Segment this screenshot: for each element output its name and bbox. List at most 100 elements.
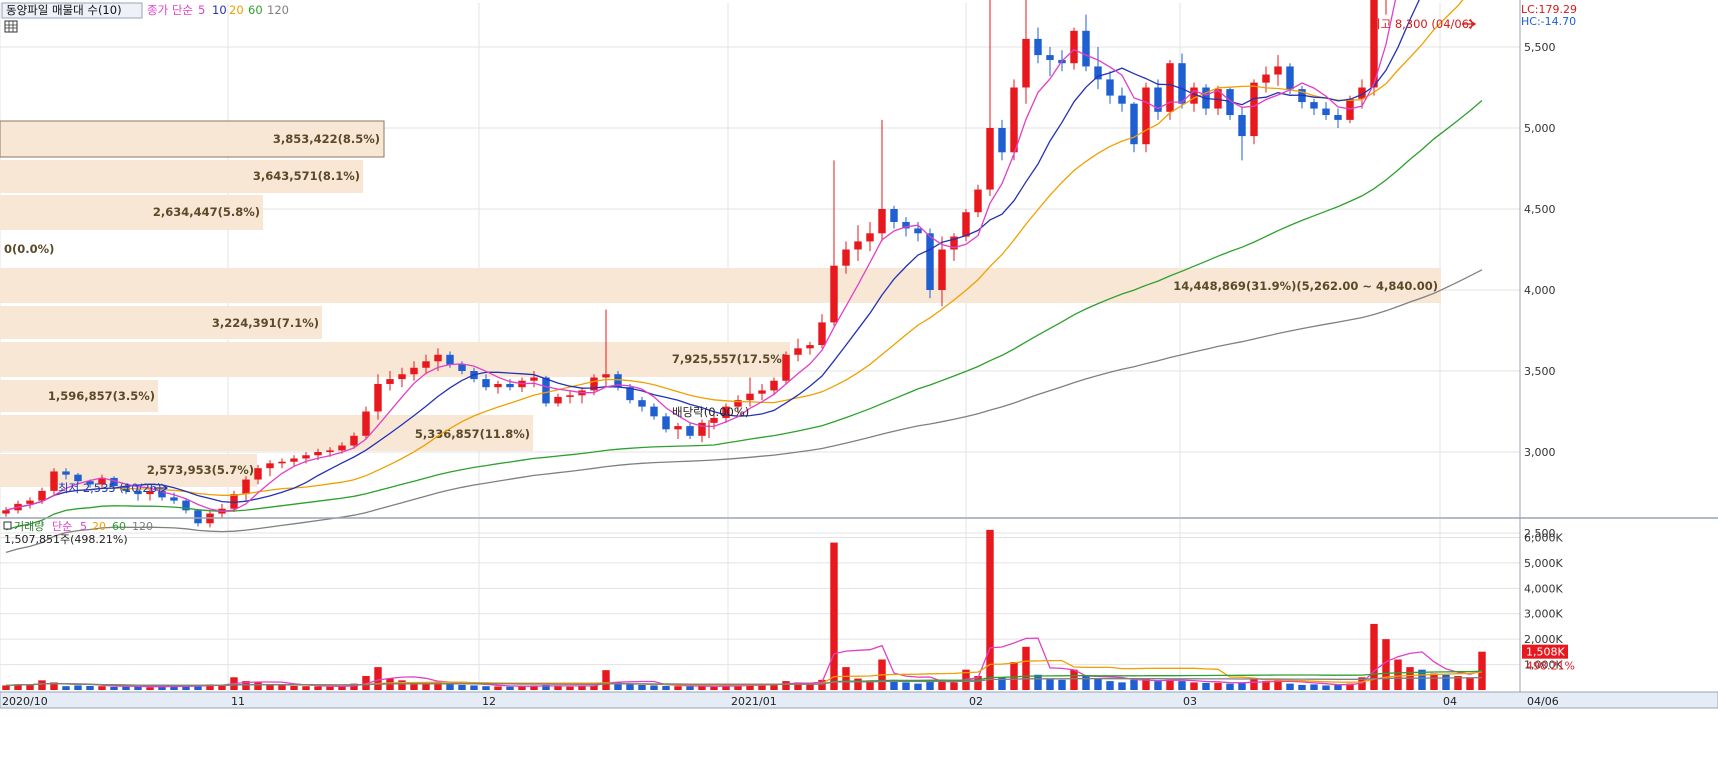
volume-bar [350,683,358,690]
volume-profile [0,120,1441,487]
volume-bar [638,684,646,690]
volume-bar [1178,681,1186,690]
price-tick-label: 4,500 [1524,203,1556,216]
volume-tick-label: 6,000K [1524,531,1563,544]
volume-profile-label: 1,596,857(3.5%) [48,389,155,403]
candle-body [146,490,154,495]
current-volume-tag [1522,644,1568,659]
volume-bar [842,667,850,690]
ma10-line [5,0,1420,511]
time-axis-label: 12 [482,695,496,708]
volume-bar [266,684,274,690]
ma-legend-prefix: 종가 단순 [147,3,193,17]
volume-bar [1310,684,1318,690]
volume-bar [458,684,466,690]
hc-label: HC:-14.70 [1521,15,1576,28]
candle-body [374,383,382,412]
price-tick-label: 5,000 [1524,122,1556,135]
current-volume-label: 1,508K [1526,646,1565,659]
candle-body [326,450,334,452]
candle-body [302,455,310,459]
candle-body [710,417,718,423]
candle-body [770,380,778,391]
volume-profile-bar [0,268,1441,303]
candle-body [1106,79,1114,96]
ma-legend-item: 60 [248,3,263,17]
volume-bar [158,686,166,690]
volume-bar [1022,646,1030,690]
grid-toggle-icon [4,20,18,33]
volume-bar [26,684,34,690]
volume-title: 거래량 [14,520,44,533]
candle-body [2,510,10,514]
volume-bar [1430,673,1438,690]
volume-bar [566,686,574,690]
candle-body [1250,82,1258,137]
volume-bar [362,676,370,690]
volume-bar [1454,676,1462,690]
candle-body [758,390,766,394]
volume-bar [134,686,142,690]
candle-body [1334,115,1342,120]
candle-body [1130,103,1138,145]
candle-body [974,189,982,213]
price-tick-label: 4,000 [1524,284,1556,297]
candle-body [914,228,922,234]
candle-body [698,422,706,436]
volume-bar [1394,659,1402,690]
volume-ma-legend-item: 60 [112,520,126,533]
grid-toggle-icon-lines [5,21,17,32]
time-axis-label: 2020/10 [2,695,48,708]
volume-toggle-icon [3,521,12,530]
volume-bar [782,681,790,690]
candle-body [98,477,106,485]
dividend-annotation: 배당락(0.00%) [672,405,749,419]
volume-bar [290,685,298,690]
time-axis-label: 02 [969,695,983,708]
candle-body [722,406,730,418]
volume-bar [122,686,130,690]
chart-title: 동양파일 매물대 수(10) [6,3,122,17]
volume-bar [1118,682,1126,690]
candle-body [242,479,250,495]
candle-body [362,411,370,436]
volume-ma5-line [5,637,1483,688]
volume-profile-bar [0,306,322,339]
candle-body [446,354,454,365]
volume-bar [38,680,46,690]
volume-bar [542,684,550,690]
candle-body [1070,30,1078,64]
volume-bar [722,684,730,690]
volume-profile-label: 3,853,422(8.5%) [273,132,380,146]
volume-bar [662,685,670,690]
volume-bar [482,686,490,690]
volume-bar [578,686,586,690]
volume-current-label: 1,507,851주(498.21%) [4,533,128,546]
candle-body [290,458,298,462]
volume-bar [1382,639,1390,690]
candle-body [530,377,538,381]
volume-bar [62,686,70,690]
candle-body [986,128,994,190]
price-tick-label: 3,000 [1524,446,1556,459]
time-axis-label: 03 [1183,695,1197,708]
volume-bar [14,684,22,690]
ma-legend-item: 5 [198,3,205,17]
volume-profile-label: 14,448,869(31.9%)(5,262.00 ~ 4,840.00) [1173,279,1438,293]
lc-label: LC:179.29 [1521,3,1577,16]
volume-bar [866,680,874,690]
volume-bar [1070,669,1078,690]
candle-body [1238,115,1246,137]
ma-legend-item: 120 [267,3,289,17]
volume-bar [74,685,82,690]
volume-bar [794,682,802,690]
volume-bar [830,542,838,690]
candle-body [782,354,790,381]
candle-body [902,221,910,229]
volume-bar [1046,678,1054,690]
axis-panel [1520,0,1718,708]
candle-body [1262,74,1270,83]
volume-profile-label: 5,336,857(11.8%) [415,427,530,441]
volume-bar [770,684,778,690]
